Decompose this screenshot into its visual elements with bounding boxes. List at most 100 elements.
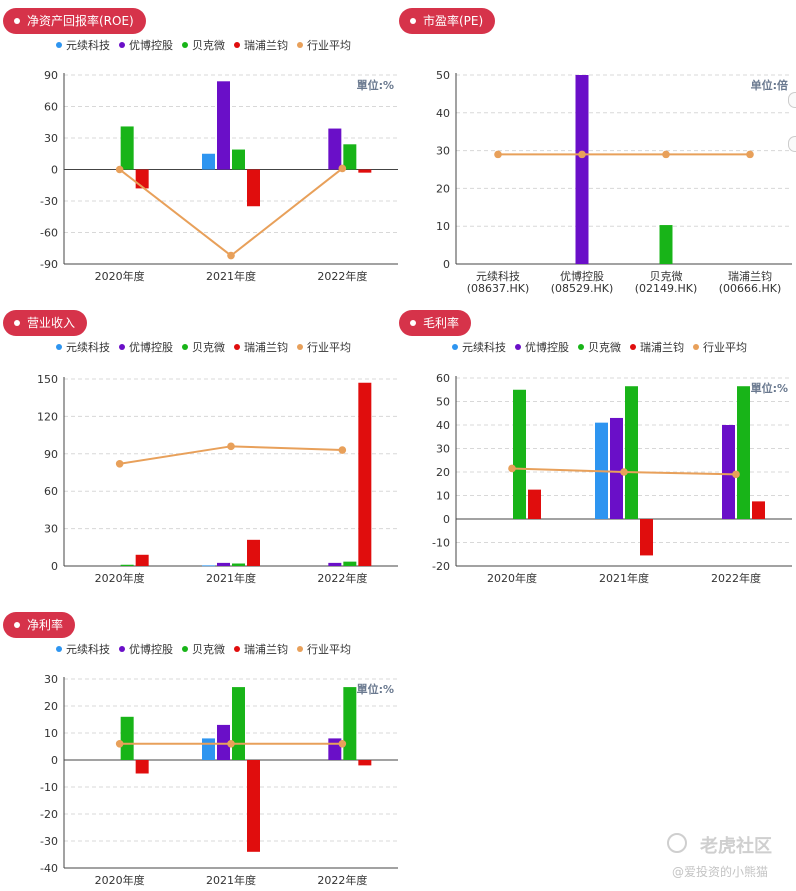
bar-贝克微 — [232, 687, 245, 760]
legend-item[interactable]: 行业平均 — [297, 641, 351, 657]
x-tick-label: (00666.HK) — [719, 282, 782, 295]
y-tick-label: 30 — [436, 145, 450, 158]
legend-item[interactable]: 行业平均 — [693, 339, 747, 355]
legend-item[interactable]: 贝克微 — [182, 37, 225, 53]
y-tick-label: 40 — [436, 419, 450, 432]
x-tick-label: 2021年度 — [206, 873, 256, 887]
pe-panel: 市盈率(PE) 0 10 20 30 40 50 单位:倍 元续科技 (08637.HK) 优博控… — [396, 0, 796, 300]
legend-item[interactable]: 优博控股 — [119, 37, 173, 53]
y-tick-label: 60 — [44, 101, 58, 114]
bar-瑞浦兰钧 — [640, 519, 653, 556]
bar-优博控股 — [610, 417, 623, 519]
roe-panel: 净资产回报率(ROE) 元续科技 优博控股 贝克微 瑞浦兰钧 行业平均 -90 -60 -3… — [0, 0, 400, 300]
legend-item[interactable]: 元续科技 — [452, 339, 506, 355]
bar-贝克微 — [120, 126, 134, 170]
legend-label: 贝克微 — [192, 39, 225, 52]
bar-瑞浦兰钧 — [247, 760, 260, 852]
legend-item[interactable]: 瑞浦兰钧 — [234, 37, 288, 53]
scroll-handle-icon[interactable] — [788, 92, 796, 108]
legend-item[interactable]: 瑞浦兰钧 — [630, 339, 684, 355]
bar-瑞浦兰钧 — [135, 169, 149, 189]
y-tick-label: -90 — [40, 258, 58, 271]
x-tick-label: 2021年度 — [206, 269, 256, 283]
unit-label: 單位:% — [357, 682, 394, 696]
legend-item[interactable]: 瑞浦兰钧 — [234, 339, 288, 355]
net-margin-panel: 净利率 元续科技 优博控股 贝克微 瑞浦兰钧 行业平均 -40 -30 -20 -10 0 10 2… — [0, 604, 400, 891]
x-tick-label: 2020年度 — [95, 269, 145, 283]
y-tick-label: -60 — [40, 227, 58, 240]
y-tick-label: 0 — [51, 164, 58, 177]
legend-label: 瑞浦兰钧 — [244, 643, 288, 656]
legend-dot-icon — [515, 344, 521, 350]
gross-margin-title-tag[interactable]: 毛利率 — [399, 310, 472, 336]
legend-label: 行业平均 — [307, 643, 351, 656]
y-tick-label: 0 — [51, 560, 58, 573]
bar-优博控股 — [217, 724, 230, 760]
bar-元续科技 — [202, 738, 215, 760]
legend-dot-icon — [119, 344, 125, 350]
x-tick-label: 2022年度 — [317, 571, 367, 585]
roe-chart: -90 -60 -30 0 30 60 90 單位:% 2020年度 2021年度 2022年度 — [40, 69, 398, 283]
scroll-handle-icon[interactable] — [788, 136, 796, 152]
average-point — [115, 165, 124, 174]
legend-item[interactable]: 行业平均 — [297, 37, 351, 53]
legend-label: 行业平均 — [307, 39, 351, 52]
watermark-user: @爱投资的小熊猫 — [672, 865, 769, 879]
bar-贝克微 — [625, 386, 638, 519]
gross-margin-panel: 毛利率 元续科技 优博控股 贝克微 瑞浦兰钧 行业平均 -20 -10 0 10 20 30 40 5… — [396, 302, 796, 602]
legend-item[interactable]: 贝克微 — [182, 339, 225, 355]
average-point — [338, 446, 347, 454]
legend-item[interactable]: 元续科技 — [56, 37, 110, 53]
tiger-logo-icon — [667, 833, 687, 853]
legend-item[interactable]: 优博控股 — [515, 339, 569, 355]
y-tick-label: 10 — [44, 727, 58, 740]
legend-dot-icon — [234, 42, 240, 48]
revenue-chart: 0 30 60 90 120 150 2020年度 2021年度 2022年度 — [37, 373, 398, 585]
legend-dot-icon — [234, 646, 240, 652]
net-margin-title: 净利率 — [27, 618, 64, 632]
legend-label: 贝克微 — [192, 341, 225, 354]
bar-瑞浦兰钧 — [358, 382, 372, 566]
y-tick-label: 60 — [436, 372, 450, 385]
bullet-dot-icon — [14, 320, 20, 326]
pe-title-tag[interactable]: 市盈率(PE) — [399, 8, 496, 34]
y-tick-label: 30 — [44, 673, 58, 686]
y-tick-label: 20 — [44, 700, 58, 713]
bar-瑞浦兰钧 — [358, 169, 372, 173]
legend-item[interactable]: 优博控股 — [119, 641, 173, 657]
average-point — [338, 164, 347, 173]
y-tick-label: -40 — [40, 862, 58, 875]
legend-item[interactable]: 行业平均 — [297, 339, 351, 355]
legend-item[interactable]: 优博控股 — [119, 339, 173, 355]
bullet-dot-icon — [410, 18, 416, 24]
revenue-panel: 营业收入 元续科技 优博控股 贝克微 瑞浦兰钧 行业平均 0 30 60 90 120 150 20… — [0, 302, 400, 602]
average-point — [620, 468, 628, 476]
bar-优博控股 — [328, 562, 342, 566]
unit-label: 單位:% — [357, 78, 394, 92]
y-tick-label: 30 — [44, 132, 58, 145]
bar-瑞浦兰钧 — [528, 489, 541, 519]
bar-瑞浦兰钧 — [135, 554, 149, 566]
legend-item[interactable]: 贝克微 — [182, 641, 225, 657]
net-margin-chart: -40 -30 -20 -10 0 10 20 30 單位:% 2020年度 2021年度 2022年… — [40, 673, 398, 887]
bar-贝克微 — [343, 561, 357, 566]
legend-item[interactable]: 贝克微 — [578, 339, 621, 355]
legend-item[interactable]: 元续科技 — [56, 641, 110, 657]
average-point — [227, 442, 235, 451]
roe-title-tag[interactable]: 净资产回报率(ROE) — [3, 8, 146, 34]
net-margin-title-tag[interactable]: 净利率 — [3, 612, 76, 638]
y-tick-label: -20 — [432, 560, 450, 573]
legend-item[interactable]: 瑞浦兰钧 — [234, 641, 288, 657]
legend-label: 瑞浦兰钧 — [244, 341, 288, 354]
revenue-title-tag[interactable]: 营业收入 — [3, 310, 88, 336]
x-tick-label: 2020年度 — [95, 571, 145, 585]
bar — [659, 225, 673, 264]
bar — [575, 75, 589, 264]
legend-item[interactable]: 元续科技 — [56, 339, 110, 355]
y-tick-label: 40 — [436, 107, 450, 120]
x-tick-label: 2022年度 — [317, 269, 367, 283]
average-point — [115, 459, 124, 468]
average-point — [662, 150, 670, 159]
y-tick-label: 0 — [51, 754, 58, 767]
average-point — [578, 150, 586, 159]
